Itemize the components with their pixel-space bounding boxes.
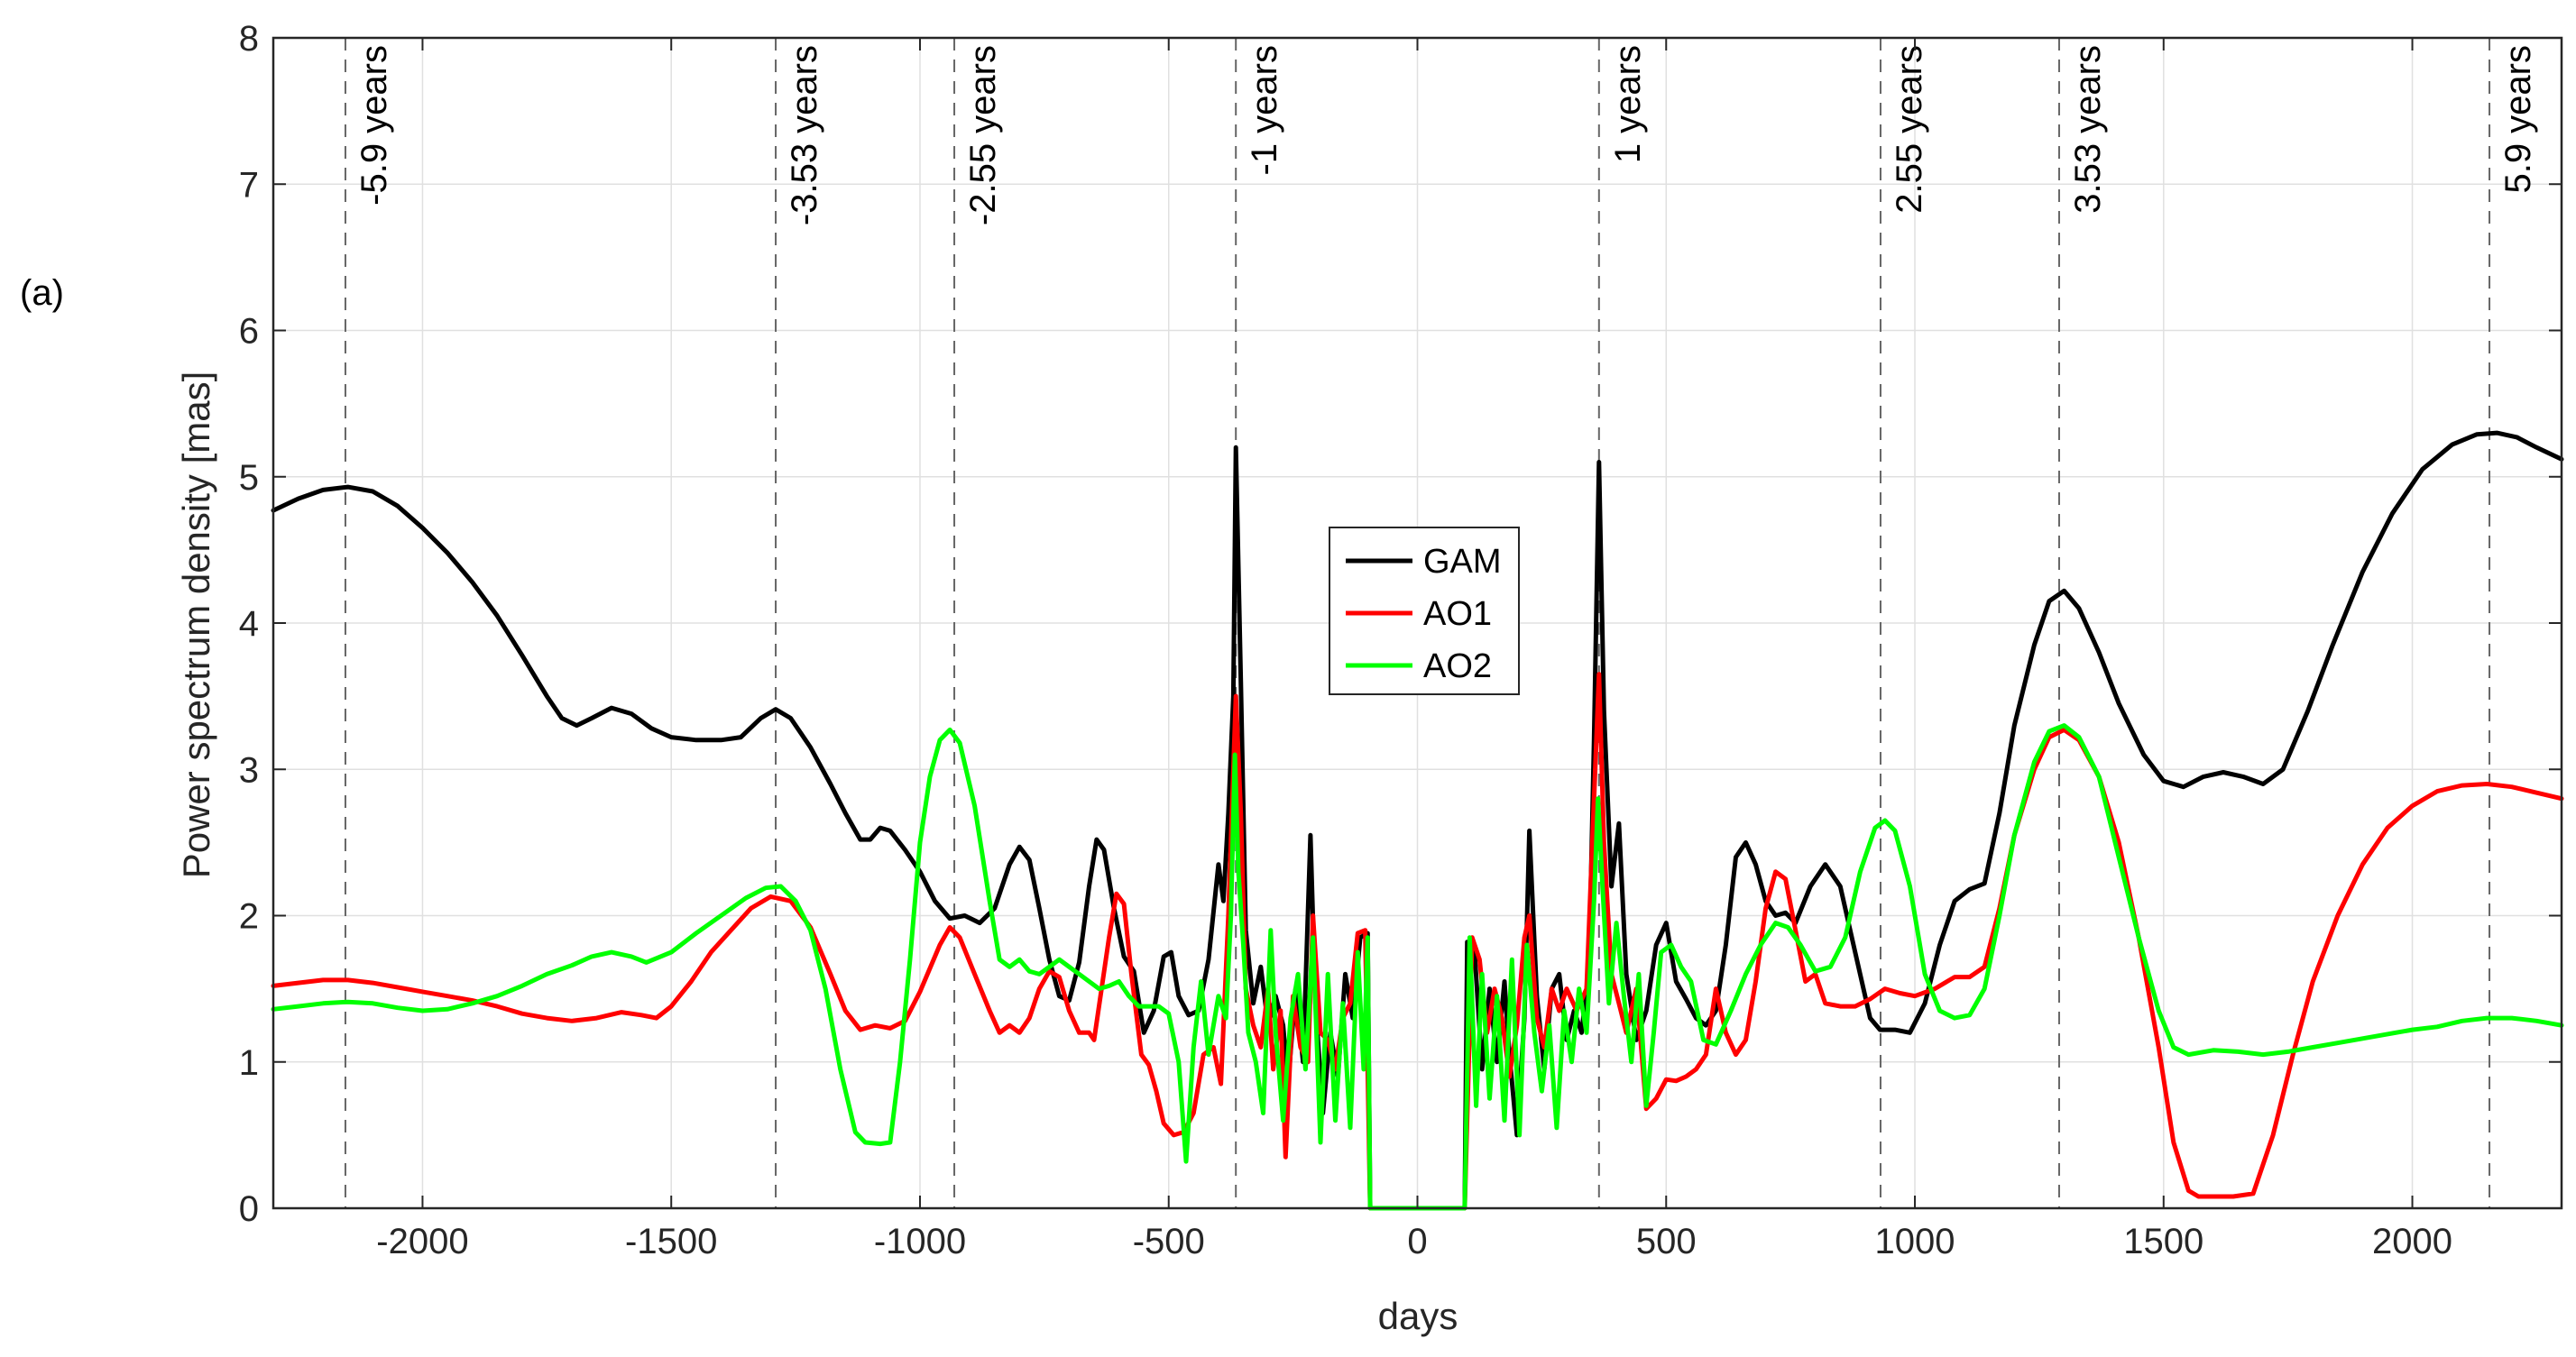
y-axis-label: Power spectrum density [mas] — [175, 371, 217, 879]
y-tick-label: 8 — [239, 19, 259, 59]
y-tick-label: 3 — [239, 750, 259, 790]
y-tick-label: 7 — [239, 165, 259, 205]
panel-label: (a) — [20, 273, 64, 313]
x-tick-label: -1500 — [625, 1222, 717, 1261]
y-axis-ticks: 0 1 2 3 4 5 6 7 8 — [239, 19, 2562, 1229]
x-tick-label: 0 — [1407, 1222, 1427, 1261]
period-marker-label: 3.53 years — [2068, 45, 2108, 214]
y-tick-label: 1 — [239, 1043, 259, 1083]
period-marker-label: -3.53 years — [785, 45, 824, 225]
x-tick-label: 1000 — [1875, 1222, 1955, 1261]
series-line-ao2 — [271, 723, 2564, 1211]
x-axis-ticks: -2000 -1500 -1000 -500 0 500 1000 1500 2000 — [376, 38, 2452, 1261]
y-tick-label: 4 — [239, 604, 259, 644]
legend-label-ao1: AO1 — [1423, 595, 1492, 633]
x-tick-label: -500 — [1133, 1222, 1205, 1261]
legend-label-gam: GAM — [1423, 543, 1502, 581]
period-marker-label: -5.9 years — [354, 45, 394, 206]
x-tick-label: 1500 — [2123, 1222, 2203, 1261]
y-tick-label: 0 — [239, 1189, 259, 1229]
y-tick-label: 6 — [239, 312, 259, 352]
x-tick-label: 500 — [1636, 1222, 1697, 1261]
x-tick-label: -1000 — [874, 1222, 966, 1261]
period-marker-label: 1 years — [1608, 45, 1648, 163]
y-tick-label: 2 — [239, 897, 259, 937]
period-marker-label: -2.55 years — [963, 45, 1003, 225]
x-axis-label: days — [1378, 1295, 1458, 1337]
y-tick-label: 5 — [239, 458, 259, 498]
period-marker-label: 2.55 years — [1890, 45, 1929, 214]
period-marker-label: 5.9 years — [2498, 45, 2538, 194]
x-tick-label: 2000 — [2372, 1222, 2452, 1261]
x-tick-label: -2000 — [376, 1222, 468, 1261]
legend: GAM AO1 AO2 — [1329, 527, 1520, 695]
legend-label-ao2: AO2 — [1423, 647, 1492, 685]
period-marker-label: -1 years — [1245, 45, 1284, 176]
